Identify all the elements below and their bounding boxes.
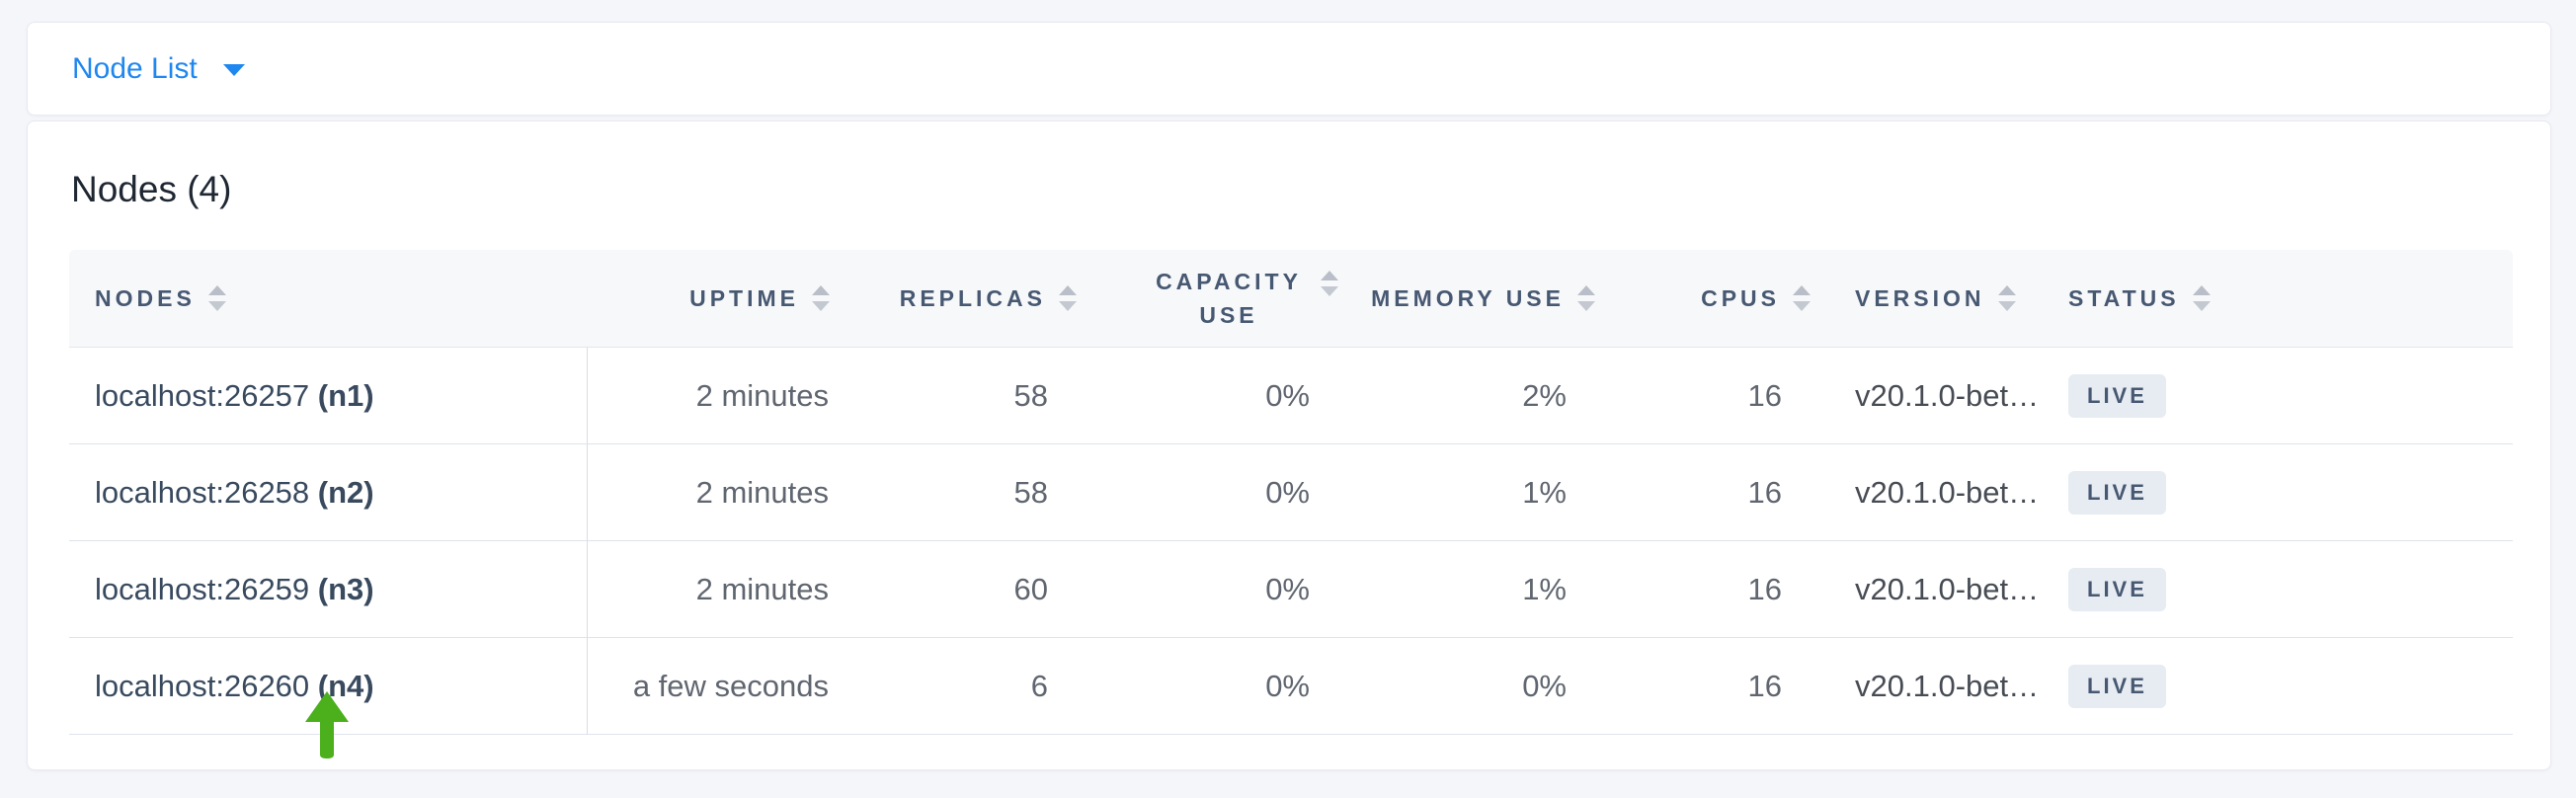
capacity-use-cell: 0% — [1084, 541, 1345, 638]
column-label-capacity-use: CAPACITY USE — [1156, 268, 1302, 329]
column-label-status: STATUS — [2068, 284, 2180, 311]
version-cell: v20.1.0-bet… — [1817, 444, 2045, 541]
nodes-card: Nodes (4) NODES UPTIME — [27, 120, 2551, 770]
memory-use-cell: 0% — [1345, 638, 1602, 735]
cpus-cell: 16 — [1602, 348, 1817, 444]
status-cell: LIVE — [2045, 638, 2513, 735]
version-cell: v20.1.0-bet… — [1817, 638, 2045, 735]
column-header-cpus[interactable]: CPUS — [1602, 250, 1817, 348]
table-row-n3: localhost:26259 (n3) 2 minutes 60 0% 1% … — [69, 541, 2513, 638]
uptime-cell: 2 minutes — [588, 348, 837, 444]
column-label-replicas: REPLICAS — [899, 284, 1046, 311]
replicas-cell: 58 — [837, 444, 1084, 541]
column-header-status[interactable]: STATUS — [2045, 250, 2513, 348]
cpus-cell: 16 — [1602, 638, 1817, 735]
version-cell: v20.1.0-bet… — [1817, 348, 2045, 444]
status-badge: LIVE — [2068, 567, 2166, 611]
column-label-cpus: CPUS — [1701, 284, 1780, 311]
node-list-dropdown[interactable]: Node List — [72, 51, 245, 85]
column-label-version: VERSION — [1855, 284, 1985, 311]
status-badge: LIVE — [2068, 664, 2166, 708]
sort-icon[interactable] — [2192, 283, 2212, 313]
node-id: (n2) — [317, 474, 374, 510]
capacity-use-cell: 0% — [1084, 348, 1345, 444]
replicas-cell: 58 — [837, 348, 1084, 444]
sort-icon[interactable] — [1997, 283, 2017, 313]
status-badge: LIVE — [2068, 470, 2166, 515]
status-cell: LIVE — [2045, 348, 2513, 444]
memory-use-cell: 1% — [1345, 444, 1602, 541]
version-cell: v20.1.0-bet… — [1817, 541, 2045, 638]
uptime-cell: a few seconds — [588, 638, 837, 735]
memory-use-cell: 1% — [1345, 541, 1602, 638]
sort-icon[interactable] — [1792, 283, 1811, 313]
column-header-capacity-use[interactable]: CAPACITY USE — [1084, 250, 1345, 348]
table-row-n4: localhost:26260 (n4) a few seconds 6 0% … — [69, 638, 2513, 735]
chevron-down-icon — [222, 64, 245, 76]
table-header-row: NODES UPTIME REPLICAS — [69, 250, 2513, 348]
status-cell: LIVE — [2045, 444, 2513, 541]
table-header: NODES UPTIME REPLICAS — [69, 250, 2513, 348]
uptime-cell: 2 minutes — [588, 444, 837, 541]
cpus-cell: 16 — [1602, 541, 1817, 638]
memory-use-cell: 2% — [1345, 348, 1602, 444]
sort-icon[interactable] — [207, 283, 227, 313]
capacity-use-cell: 0% — [1084, 638, 1345, 735]
annotation-arrow-up-icon — [305, 691, 349, 758]
column-header-memory-use[interactable]: MEMORY USE — [1345, 250, 1602, 348]
page-title: Nodes (4) — [71, 169, 232, 209]
table-row-n1: localhost:26257 (n1) 2 minutes 58 0% 2% … — [69, 348, 2513, 444]
column-label-memory-use: MEMORY USE — [1371, 284, 1565, 311]
node-list-dropdown-label: Node List — [72, 51, 198, 85]
sort-icon[interactable] — [1576, 283, 1596, 313]
column-label-uptime: UPTIME — [689, 284, 799, 311]
column-header-uptime[interactable]: UPTIME — [588, 250, 837, 348]
node-id: (n1) — [317, 377, 374, 413]
node-id: (n3) — [317, 571, 374, 606]
replicas-cell: 6 — [837, 638, 1084, 735]
column-header-replicas[interactable]: REPLICAS — [837, 250, 1084, 348]
sort-icon[interactable] — [1320, 269, 1339, 298]
column-label-nodes: NODES — [95, 284, 196, 311]
table-row-n2: localhost:26258 (n2) 2 minutes 58 0% 1% … — [69, 444, 2513, 541]
column-header-nodes[interactable]: NODES — [69, 250, 588, 348]
view-selector-bar: Node List — [27, 22, 2551, 116]
sort-icon[interactable] — [1058, 283, 1078, 313]
node-address-cell: localhost:26259 (n3) — [69, 541, 588, 638]
column-header-version[interactable]: VERSION — [1817, 250, 2045, 348]
nodes-table: NODES UPTIME REPLICAS — [69, 250, 2513, 735]
status-badge: LIVE — [2068, 373, 2166, 418]
uptime-cell: 2 minutes — [588, 541, 837, 638]
replicas-cell: 60 — [837, 541, 1084, 638]
status-cell: LIVE — [2045, 541, 2513, 638]
node-address-cell: localhost:26257 (n1) — [69, 348, 588, 444]
capacity-use-cell: 0% — [1084, 444, 1345, 541]
cpus-cell: 16 — [1602, 444, 1817, 541]
sort-icon[interactable] — [811, 283, 831, 313]
node-address-cell: localhost:26258 (n2) — [69, 444, 588, 541]
